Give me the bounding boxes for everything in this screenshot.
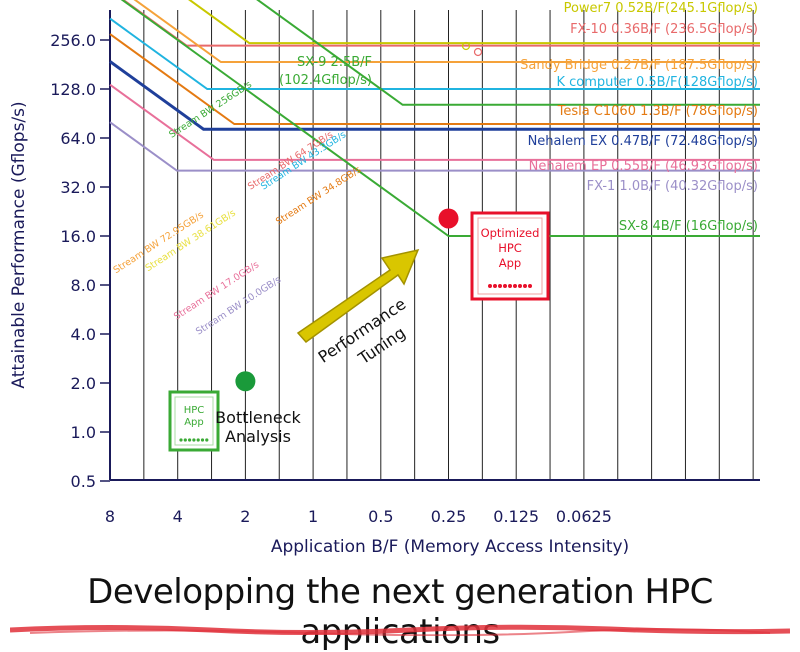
optimized-app-inner: [477, 217, 543, 295]
bw-label: Stream BW 10.0GB/s: [194, 274, 283, 337]
optimized-app-dot: [488, 284, 492, 288]
caption: Developping the next generation HPC appl…: [87, 572, 713, 652]
y-tick-label: 0.5: [71, 472, 96, 491]
series-line: [109, 121, 760, 172]
hpc-app-label: App: [184, 417, 204, 428]
series-label-line2: (102.4Gflop/s): [279, 73, 372, 88]
optimized-app-dot: [503, 284, 507, 288]
x-axis-title: Application B/F (Memory Access Intensity…: [271, 537, 629, 557]
y-tick-label: 64.0: [60, 129, 96, 148]
series-label: Nehalem EX 0.47B/F (72.48Gflop/s): [528, 134, 758, 149]
y-tick-label: 2.0: [71, 374, 96, 393]
series-label: SX-9 2.5B/F: [297, 55, 372, 70]
optimized-app-dot: [513, 284, 517, 288]
series-label: K computer 0.5B/F(128Gflop/s): [556, 75, 758, 90]
series-label: SX-8 4B/F (16Gflop/s): [619, 219, 758, 234]
series-label: Power7 0.52B/F(245.1Gflop/s): [564, 1, 758, 16]
optimized-app-dot: [508, 284, 512, 288]
roofline-chart: 0.5 1.0 2.0 4.0 8.0 16.0 32.0 64.0 128.0 256.0 8 4 2…: [9, 0, 760, 557]
optimized-app-label: Optimized: [481, 226, 540, 240]
optimized-app-label: App: [499, 256, 521, 270]
series-line: [109, 33, 760, 126]
series-line: [133, 0, 760, 64]
ridge-marker: [461, 41, 471, 51]
x-tick-label: 1: [308, 507, 318, 526]
series-label: Sandy Bridge 0.27B/F (187.5Gflop/s): [520, 58, 758, 73]
data-point: [235, 371, 256, 392]
bottleneck-label: Analysis: [225, 427, 291, 446]
series-label: FX-10 0.36B/F (236.5Gflop/s): [570, 22, 758, 37]
series-line: [109, 60, 760, 131]
y-tick-label: 256.0: [50, 31, 96, 50]
series-lines: [109, 0, 760, 237]
x-tick-label: 0.25: [431, 507, 467, 526]
series-label: Tesla C1060 1.3B/F (78Gflop/s): [557, 104, 758, 119]
series-labels: Power7 0.52B/F(245.1Gflop/s) FX-10 0.36B/…: [112, 1, 758, 338]
series-line: [109, 83, 760, 161]
axes: 0.5 1.0 2.0 4.0 8.0 16.0 32.0 64.0 128.0 256.0 8 4 2…: [9, 10, 760, 557]
optimized-app-dot: [523, 284, 527, 288]
tuning-arrow: [296, 248, 420, 344]
series-label: FX-1 1.0B/F (40.32Gflop/s): [587, 179, 758, 194]
series-line: [188, 0, 760, 45]
x-tick-label: 0.0625: [556, 507, 612, 526]
y-tick-label: 1.0: [71, 423, 96, 442]
series-line: [120, 0, 760, 237]
x-tick-label: 0.5: [368, 507, 393, 526]
y-tick-label: 128.0: [50, 80, 96, 99]
x-tick-label: 0.125: [493, 507, 539, 526]
optimized-app-dot: [528, 284, 532, 288]
hpc-app-label: HPC: [184, 405, 205, 416]
x-tick-label: 8: [105, 507, 115, 526]
optimized-app-label: HPC: [498, 241, 522, 255]
series-label: Nehalem EP 0.55B/F (46.93Gflop/s): [529, 159, 758, 174]
bottleneck-label: Bottleneck: [215, 408, 301, 427]
optimized-app-dot: [498, 284, 502, 288]
optimized-app-dot: [493, 284, 497, 288]
hpc-app-dot: [192, 438, 196, 442]
hpc-app-dot: [188, 438, 192, 442]
y-tick-label: 8.0: [71, 276, 96, 295]
hpc-app-inner: [174, 396, 214, 446]
optimized-app-dot: [518, 284, 522, 288]
brush-underline: [10, 624, 790, 636]
y-tick-label: 16.0: [60, 227, 96, 246]
y-tick-label: 4.0: [71, 325, 96, 344]
hpc-app-dot: [196, 438, 200, 442]
hpc-app-dot: [183, 438, 187, 442]
hpc-app-dot: [200, 438, 205, 442]
series-line: [109, 17, 760, 90]
hpc-app-dot: [205, 438, 209, 442]
y-axis-title: Attainable Performance (Gflops/s): [9, 101, 29, 388]
data-point: [438, 208, 459, 229]
y-tick-label: 32.0: [60, 178, 96, 197]
x-tick-label: 2: [240, 507, 250, 526]
x-tick-label: 4: [173, 507, 183, 526]
ridge-marker: [473, 47, 483, 57]
hpc-app-dot: [179, 438, 183, 442]
series-line: [256, 0, 760, 106]
